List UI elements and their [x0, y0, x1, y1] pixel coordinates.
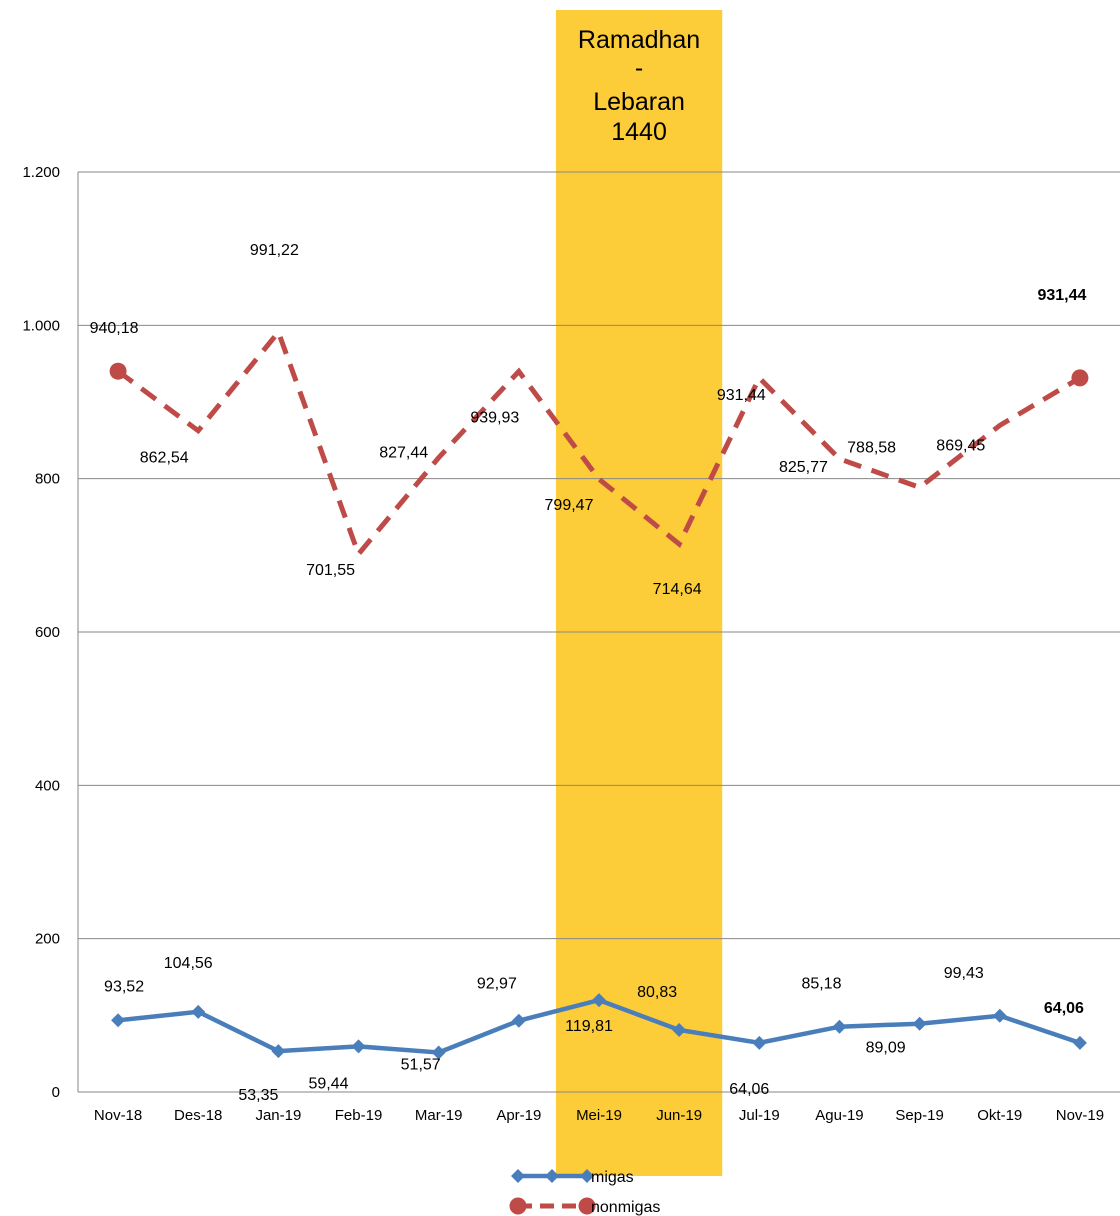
data-label-migas: 85,18	[801, 976, 841, 993]
y-tick-label: 200	[35, 931, 60, 948]
data-label-nonmigas: 869,45	[936, 437, 985, 454]
highlight-band	[555, 10, 723, 1176]
y-tick-label: 1.000	[22, 317, 60, 334]
data-label-migas: 104,56	[164, 955, 213, 972]
data-label-nonmigas: 931,44	[717, 387, 766, 404]
x-tick-label: Sep-19	[895, 1107, 943, 1124]
highlight-band-label: 1440	[611, 118, 667, 146]
data-label-nonmigas: 788,58	[847, 439, 896, 456]
legend: migas nonmigas	[509, 1169, 660, 1216]
data-point-migas	[592, 993, 606, 1008]
data-label-migas: 53,35	[238, 1087, 278, 1104]
data-point-migas	[351, 1039, 366, 1054]
highlight-band-label: -	[635, 54, 643, 82]
y-tick-label: 600	[35, 624, 60, 641]
data-label-migas: 119,81	[565, 1018, 613, 1035]
data-label-nonmigas: 825,77	[779, 459, 828, 476]
x-tick-label: Jul-19	[739, 1107, 780, 1124]
data-label-migas: 59,44	[309, 1075, 349, 1092]
data-label-migas: 92,97	[477, 976, 517, 993]
data-label-migas: 99,43	[944, 965, 984, 982]
data-label-migas: 51,57	[401, 1056, 441, 1073]
x-tick-label: Des-18	[174, 1107, 222, 1124]
x-tick-label: Nov-18	[94, 1107, 142, 1124]
data-point-migas	[752, 1035, 767, 1050]
x-tick-label: Apr-19	[496, 1107, 541, 1124]
legend-marker-migas	[545, 1169, 559, 1183]
x-tick-label: Okt-19	[977, 1107, 1022, 1124]
data-label-nonmigas: 991,22	[250, 242, 299, 259]
data-point-nonmigas	[109, 362, 127, 380]
highlight-band-label: Lebaran	[593, 88, 685, 116]
highlight-band-label: Ramadhan	[578, 26, 700, 54]
legend-marker-migas	[580, 1169, 594, 1183]
data-point-migas	[672, 1023, 687, 1038]
y-tick-label: 800	[35, 471, 60, 488]
data-point-migas	[431, 1045, 446, 1060]
data-point-migas	[271, 1044, 286, 1059]
x-tick-label: Nov-19	[1056, 1107, 1104, 1124]
legend-label-migas: migas	[591, 1169, 634, 1186]
x-tick-label: Mar-19	[415, 1107, 463, 1124]
data-label-nonmigas: 940,18	[90, 320, 139, 337]
data-label-nonmigas: 939,93	[470, 409, 519, 426]
y-tick-label: 0	[52, 1084, 60, 1101]
y-tick-label: 400	[35, 777, 60, 794]
data-label-nonmigas: 714,64	[653, 581, 702, 598]
data-label-migas: 93,52	[104, 978, 144, 995]
data-label-nonmigas: 701,55	[306, 562, 355, 579]
x-tick-label: Jan-19	[255, 1107, 301, 1124]
data-label-migas: 64,06	[1044, 1000, 1084, 1017]
x-tick-label: Mei-19	[576, 1107, 622, 1124]
data-label-migas: 80,83	[637, 984, 677, 1001]
data-label-migas: 89,09	[866, 1040, 906, 1057]
y-tick-label: 1.200	[22, 164, 60, 181]
data-point-migas	[111, 1013, 126, 1028]
data-point-migas	[511, 1013, 526, 1028]
data-label-migas: 64,06	[729, 1081, 769, 1098]
data-label-nonmigas: 799,47	[545, 497, 594, 514]
x-tick-label: Jun-19	[656, 1107, 702, 1124]
x-tick-label: Agu-19	[815, 1107, 863, 1124]
legend-marker-migas	[511, 1169, 525, 1183]
data-point-nonmigas	[1071, 369, 1089, 387]
gridlines	[78, 171, 1120, 940]
data-point-migas	[992, 1008, 1007, 1023]
data-label-nonmigas: 862,54	[140, 450, 189, 467]
data-point-migas	[912, 1016, 927, 1031]
legend-label-nonmigas: nonmigas	[591, 1199, 660, 1216]
x-tick-label: Feb-19	[335, 1107, 383, 1124]
data-point-migas	[832, 1019, 847, 1034]
data-labels: 940,18 862,54 991,22 701,55 827,44 939,93 799,…	[90, 242, 1087, 1104]
legend-marker-nonmigas	[509, 1197, 527, 1215]
data-label-nonmigas: 827,44	[379, 445, 428, 462]
data-point-migas	[191, 1004, 206, 1019]
series-layer	[109, 327, 1089, 1060]
legend-marker-nonmigas	[578, 1197, 596, 1215]
data-point-migas	[1072, 1035, 1087, 1050]
axes: 0 200 400 600 800 1.000 1.200 Nov-18 Des-18 Jan-1…	[22, 164, 1120, 1124]
data-label-nonmigas: 931,44	[1037, 287, 1086, 304]
